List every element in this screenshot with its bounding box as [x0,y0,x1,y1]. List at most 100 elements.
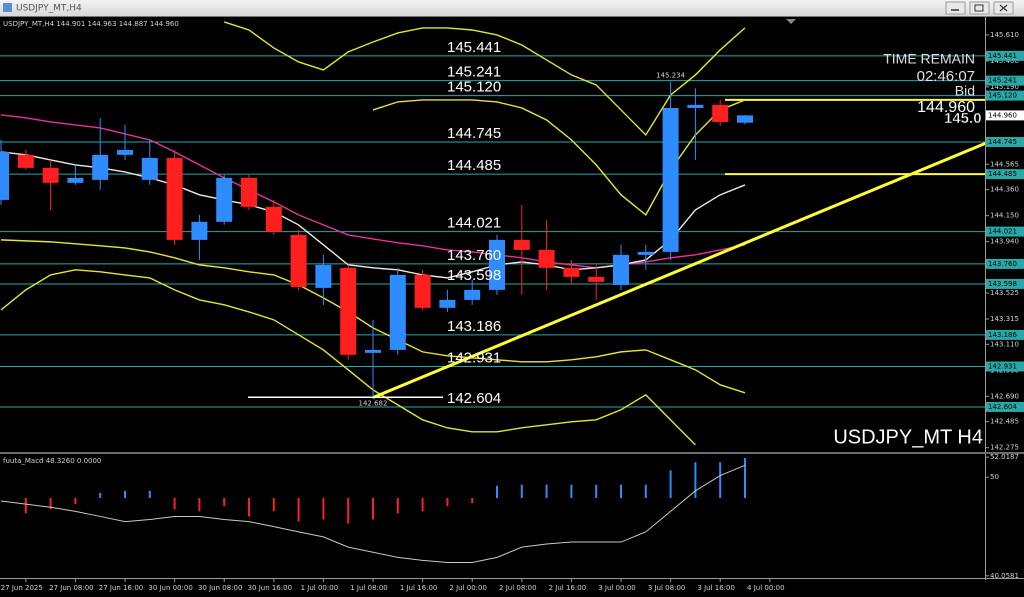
x-tick-label: 27 Jun 16:00 [99,584,143,592]
level-price-box [986,75,1024,86]
macd-bar [272,498,275,512]
y-tick-label: 145.400 [990,57,1019,65]
title-bar [0,0,1024,16]
level-label: 145.241 [447,64,501,81]
macd-bar [24,498,27,514]
candle-body [687,104,704,108]
candle-body [191,221,208,240]
level-label: 143.598 [447,267,501,284]
level-price-label: 145.441 [988,52,1017,60]
close-button[interactable] [993,1,1014,15]
level-price-label: 143.760 [988,260,1017,268]
x-tick-label: 1 Jul 00:00 [301,584,339,592]
time-remain-value: 02:46:07 [917,68,975,85]
indicator-pane [0,458,746,564]
pane-separator [0,452,1024,454]
candle-body [389,274,406,350]
candle-body [42,167,59,183]
level-price-label: 144.745 [988,138,1017,146]
candle-body [340,267,357,355]
macd-bar [396,498,399,514]
macd-bar [248,498,250,517]
x-tick-label: 30 Jun 00:00 [148,584,192,592]
window-title: USDJPY_MT,H4 [16,4,82,14]
candle-body [613,254,629,285]
y-tick-label: 143.525 [990,289,1019,297]
level-price-box [986,226,1024,237]
candle-body [464,289,481,300]
macd-bar [620,484,622,498]
candle-body [365,349,381,353]
y-tick-label: 142.485 [990,418,1019,426]
y-tick-label: 144.565 [990,160,1019,168]
y-tick-label: 143.110 [990,340,1019,348]
level-label: 143.760 [447,247,501,264]
x-tick-label: 3 Jul 08:00 [648,584,686,592]
candle-body [737,115,753,123]
macd-bar [496,485,498,498]
level-price-label: 144.021 [988,228,1017,236]
trendline [372,141,985,399]
macd-bar [570,484,573,498]
x-tick-label: 1 Jul 08:00 [350,584,388,592]
chart-title: USDJPY_MT,H4 144.901 144.963 144.887 144… [3,20,179,28]
big-price: 145.0 [944,110,982,127]
macd-bar [471,498,474,504]
signal-line [0,464,746,564]
indicator-line [372,99,746,216]
y-tick-label: 144.150 [990,212,1019,220]
candle-body [712,104,729,122]
bid-price-label: 144.960 [988,111,1017,119]
level-label: 145.441 [447,39,501,56]
candle-body [290,234,307,287]
x-tick-label: 30 Jun 08:00 [198,584,242,592]
macd-bar [372,498,374,520]
x-tick-label: 27 Jun 2025 [1,584,43,592]
candle-body [414,274,431,308]
window-icon [3,3,12,12]
x-tick-label: 3 Jul 16:00 [697,584,735,592]
indicator-line [0,269,696,446]
macd-bar [421,498,424,512]
level-label: 142.931 [447,349,501,366]
candle-body [241,177,257,207]
macd-bar [49,498,52,510]
macd-bar [694,462,697,498]
y-tick-label: 50 [990,473,999,481]
level-label: 145.120 [447,79,501,96]
level-price-label: 145.120 [988,92,1017,100]
candle-body [637,251,654,255]
level-price-label: 145.241 [988,77,1017,85]
macd-bar [173,498,176,510]
level-price-label: 143.186 [988,331,1017,339]
level-price-box [986,278,1024,289]
x-tick-label: 2 Jul 00:00 [449,584,487,592]
macd-bar [223,498,226,507]
candle-body [17,154,34,168]
level-price-box [986,361,1024,372]
y-tick-label: 145.190 [990,83,1019,91]
x-tick-label: 30 Jun 16:00 [248,584,292,592]
maximize-button[interactable] [969,1,990,15]
macd-bar [297,498,300,522]
level-price-box [986,90,1024,101]
candle-body [166,157,183,240]
macd-bar [446,498,449,507]
level-price-box [986,136,1024,147]
macd-bar [520,484,523,498]
candle-body [513,239,530,250]
level-label: 142.604 [447,390,501,407]
candle-body [563,267,580,277]
indicator-title: fuuta_Macd 48.3260 0.0000 [3,457,101,465]
minimize-button[interactable] [945,1,966,15]
level-price-box [986,169,1024,180]
level-price-label: 142.604 [988,403,1017,411]
watermark: USDJPY_MT H4 [833,426,983,448]
macd-bar [198,498,201,512]
macd-bar [99,492,102,498]
macd-bar [669,470,672,498]
